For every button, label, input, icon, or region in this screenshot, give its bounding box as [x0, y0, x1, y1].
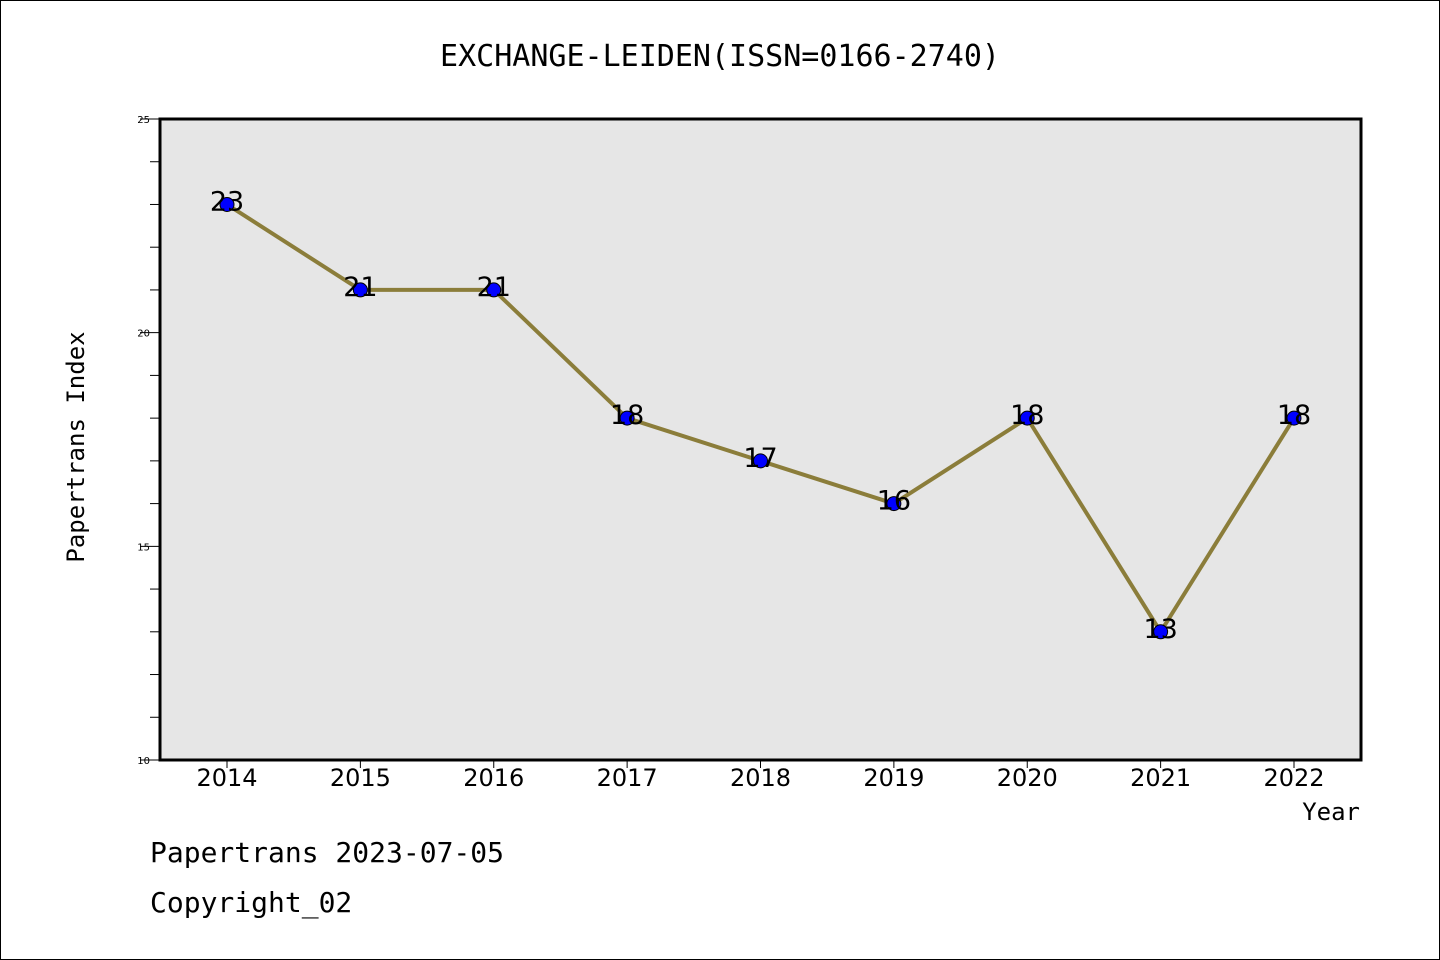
x-tick-label: 2022 — [1263, 764, 1324, 792]
x-tick-label: 2021 — [1130, 764, 1191, 792]
data-point — [753, 453, 768, 469]
x-tick-label: 2015 — [330, 764, 391, 792]
footer-date: Papertrans 2023-07-05 — [150, 836, 505, 869]
data-points — [219, 196, 1302, 640]
x-tick-label: 2018 — [730, 764, 791, 792]
data-point — [886, 496, 902, 512]
y-tick-label: 25 — [137, 115, 150, 126]
data-label: 18 — [1277, 400, 1311, 431]
data-label: 18 — [610, 400, 644, 431]
data-label: 23 — [210, 186, 244, 217]
plot-area — [158, 117, 1363, 762]
data-label: 13 — [1143, 614, 1177, 645]
y-tick-label: 15 — [137, 542, 150, 553]
data-label: 21 — [343, 272, 377, 303]
data-point — [1019, 410, 1035, 426]
x-tick-label: 2020 — [997, 764, 1058, 792]
y-tick-label: 20 — [137, 329, 150, 340]
y-tick-label: 10 — [137, 756, 150, 767]
y-axis-label: Papertrans Index — [62, 331, 90, 562]
x-tick-label: 2017 — [597, 764, 658, 792]
footer-copyright: Copyright_02 — [150, 886, 353, 919]
y-axis-ticks: 10 15 20 25 — [137, 115, 160, 767]
x-tick-label: 2019 — [863, 764, 924, 792]
chart-title: EXCHANGE-LEIDEN(ISSN=0166-2740) — [440, 39, 1000, 74]
data-point — [486, 282, 502, 298]
data-point — [619, 410, 635, 426]
x-tick-label: 2014 — [196, 764, 257, 792]
data-label: 17 — [743, 443, 777, 474]
x-axis-ticks: 2014 2015 2016 2017 2018 2019 2020 2021 2022 — [196, 760, 1325, 792]
data-point — [352, 282, 368, 298]
x-tick-label: 2016 — [463, 764, 524, 792]
data-labels: 23 21 21 18 17 16 18 13 18 — [210, 186, 1311, 644]
data-point — [1153, 624, 1169, 640]
x-axis-label: Year — [1302, 798, 1360, 826]
data-label: 16 — [877, 486, 911, 517]
data-point — [1286, 410, 1302, 426]
data-label: 21 — [477, 272, 511, 303]
data-point — [219, 196, 235, 212]
data-label: 18 — [1010, 400, 1044, 431]
